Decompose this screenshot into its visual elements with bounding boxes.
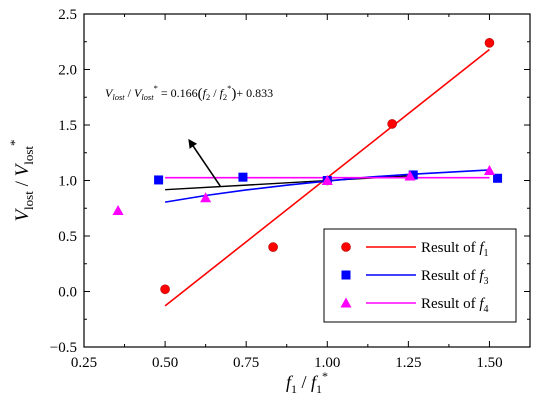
- data-point: [238, 172, 248, 182]
- y-axis-label: Vlost / Vlost*: [7, 139, 36, 221]
- data-point: [484, 38, 495, 48]
- y-tick-label: 2.5: [58, 7, 77, 23]
- y-tick-label: 2.0: [58, 63, 77, 79]
- fit-line: [164, 169, 490, 203]
- data-point: [268, 242, 278, 252]
- legend-box: [323, 228, 517, 323]
- data-point: [112, 204, 124, 215]
- x-tick-label: 1.00: [314, 355, 340, 371]
- legend: Result of f1 Result of f3 Result of f4: [323, 228, 517, 323]
- plot-area: 0.25 0.50 0.75 1.00 1.25 1.50 −0.5 0.0 0.5 1.0 1.…: [50, 7, 531, 371]
- annotation-arrow: [188, 138, 221, 187]
- y-tick-label: 1.5: [58, 118, 77, 134]
- legend-marker: [341, 270, 351, 280]
- data-point: [160, 284, 170, 295]
- legend-marker: [341, 242, 351, 252]
- data-point: [387, 119, 397, 129]
- data-point: [483, 165, 495, 176]
- y-tick-label: 0.0: [58, 285, 77, 301]
- legend-marker: [340, 297, 352, 308]
- data-point: [154, 175, 164, 185]
- y-tick-label: 0.5: [58, 229, 77, 245]
- legend-label: Result of f1: [421, 240, 489, 259]
- x-axis-ticks: 0.25 0.50 0.75 1.00 1.25 1.50: [71, 14, 503, 371]
- legend-label: Result of f3: [421, 268, 489, 287]
- y-tick-label: −0.5: [50, 340, 77, 356]
- data-point: [408, 170, 418, 180]
- y-axis-ticks: −0.5 0.0 0.5 1.0 1.5 2.0 2.5: [50, 7, 530, 356]
- x-tick-label: 1.50: [476, 355, 502, 371]
- x-tick-label: 0.75: [233, 355, 259, 371]
- data-point: [493, 173, 503, 183]
- annotation: Vlost / Vlost* = 0.166(f2 / f2*)+ 0.833: [105, 83, 273, 187]
- x-axis-label: f1 / f1*: [286, 369, 328, 396]
- x-tick-label: 1.25: [395, 355, 421, 371]
- data-point: [321, 175, 333, 185]
- data-point: [200, 192, 212, 203]
- data-markers: [112, 38, 503, 295]
- data-point: [404, 170, 416, 181]
- legend-label: Result of f4: [421, 296, 489, 315]
- x-tick-label: 0.50: [152, 355, 178, 371]
- annotation-equation: Vlost / Vlost* = 0.166(f2 / f2*)+ 0.833: [105, 83, 273, 102]
- y-tick-label: 1.0: [58, 174, 77, 190]
- x-tick-label: 0.25: [71, 355, 97, 371]
